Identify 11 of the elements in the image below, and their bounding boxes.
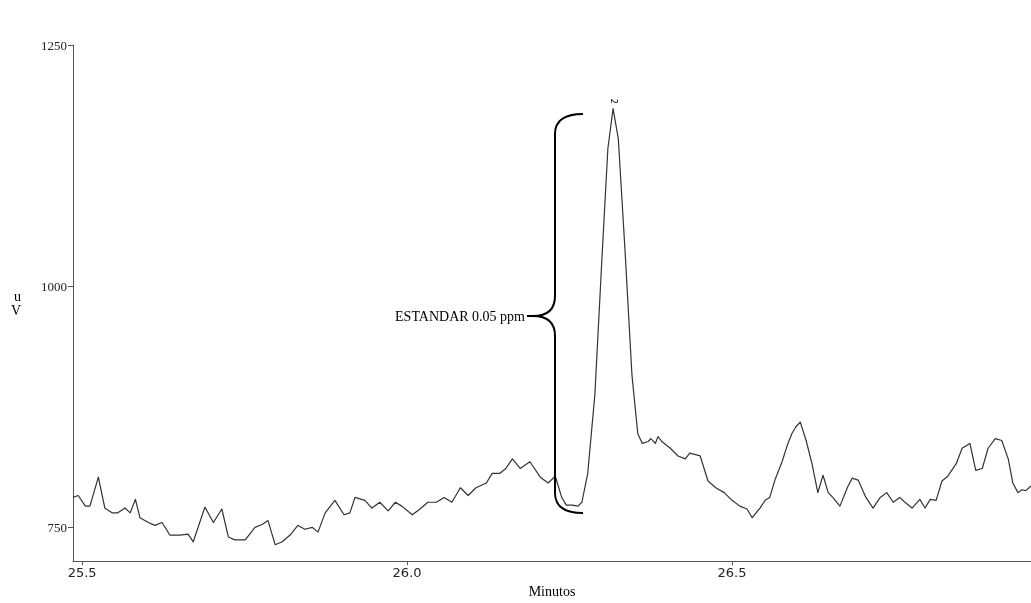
x-tick-label: 25.5 [67, 565, 97, 581]
annotation: ESTANDAR 0.05 ppm [395, 308, 526, 324]
x-axis-title: Minutos [528, 583, 576, 599]
annotation: 2 [608, 98, 618, 104]
y-tick-label: 750 [47, 519, 67, 535]
y-tick-label: 1000 [41, 278, 67, 294]
y-tick-label: 1250 [41, 37, 67, 53]
x-tick-label: 26.5 [717, 565, 747, 581]
line-series [72, 108, 1031, 546]
x-tick-label: 26.0 [392, 565, 422, 581]
y-axis-title: uV [10, 288, 21, 318]
